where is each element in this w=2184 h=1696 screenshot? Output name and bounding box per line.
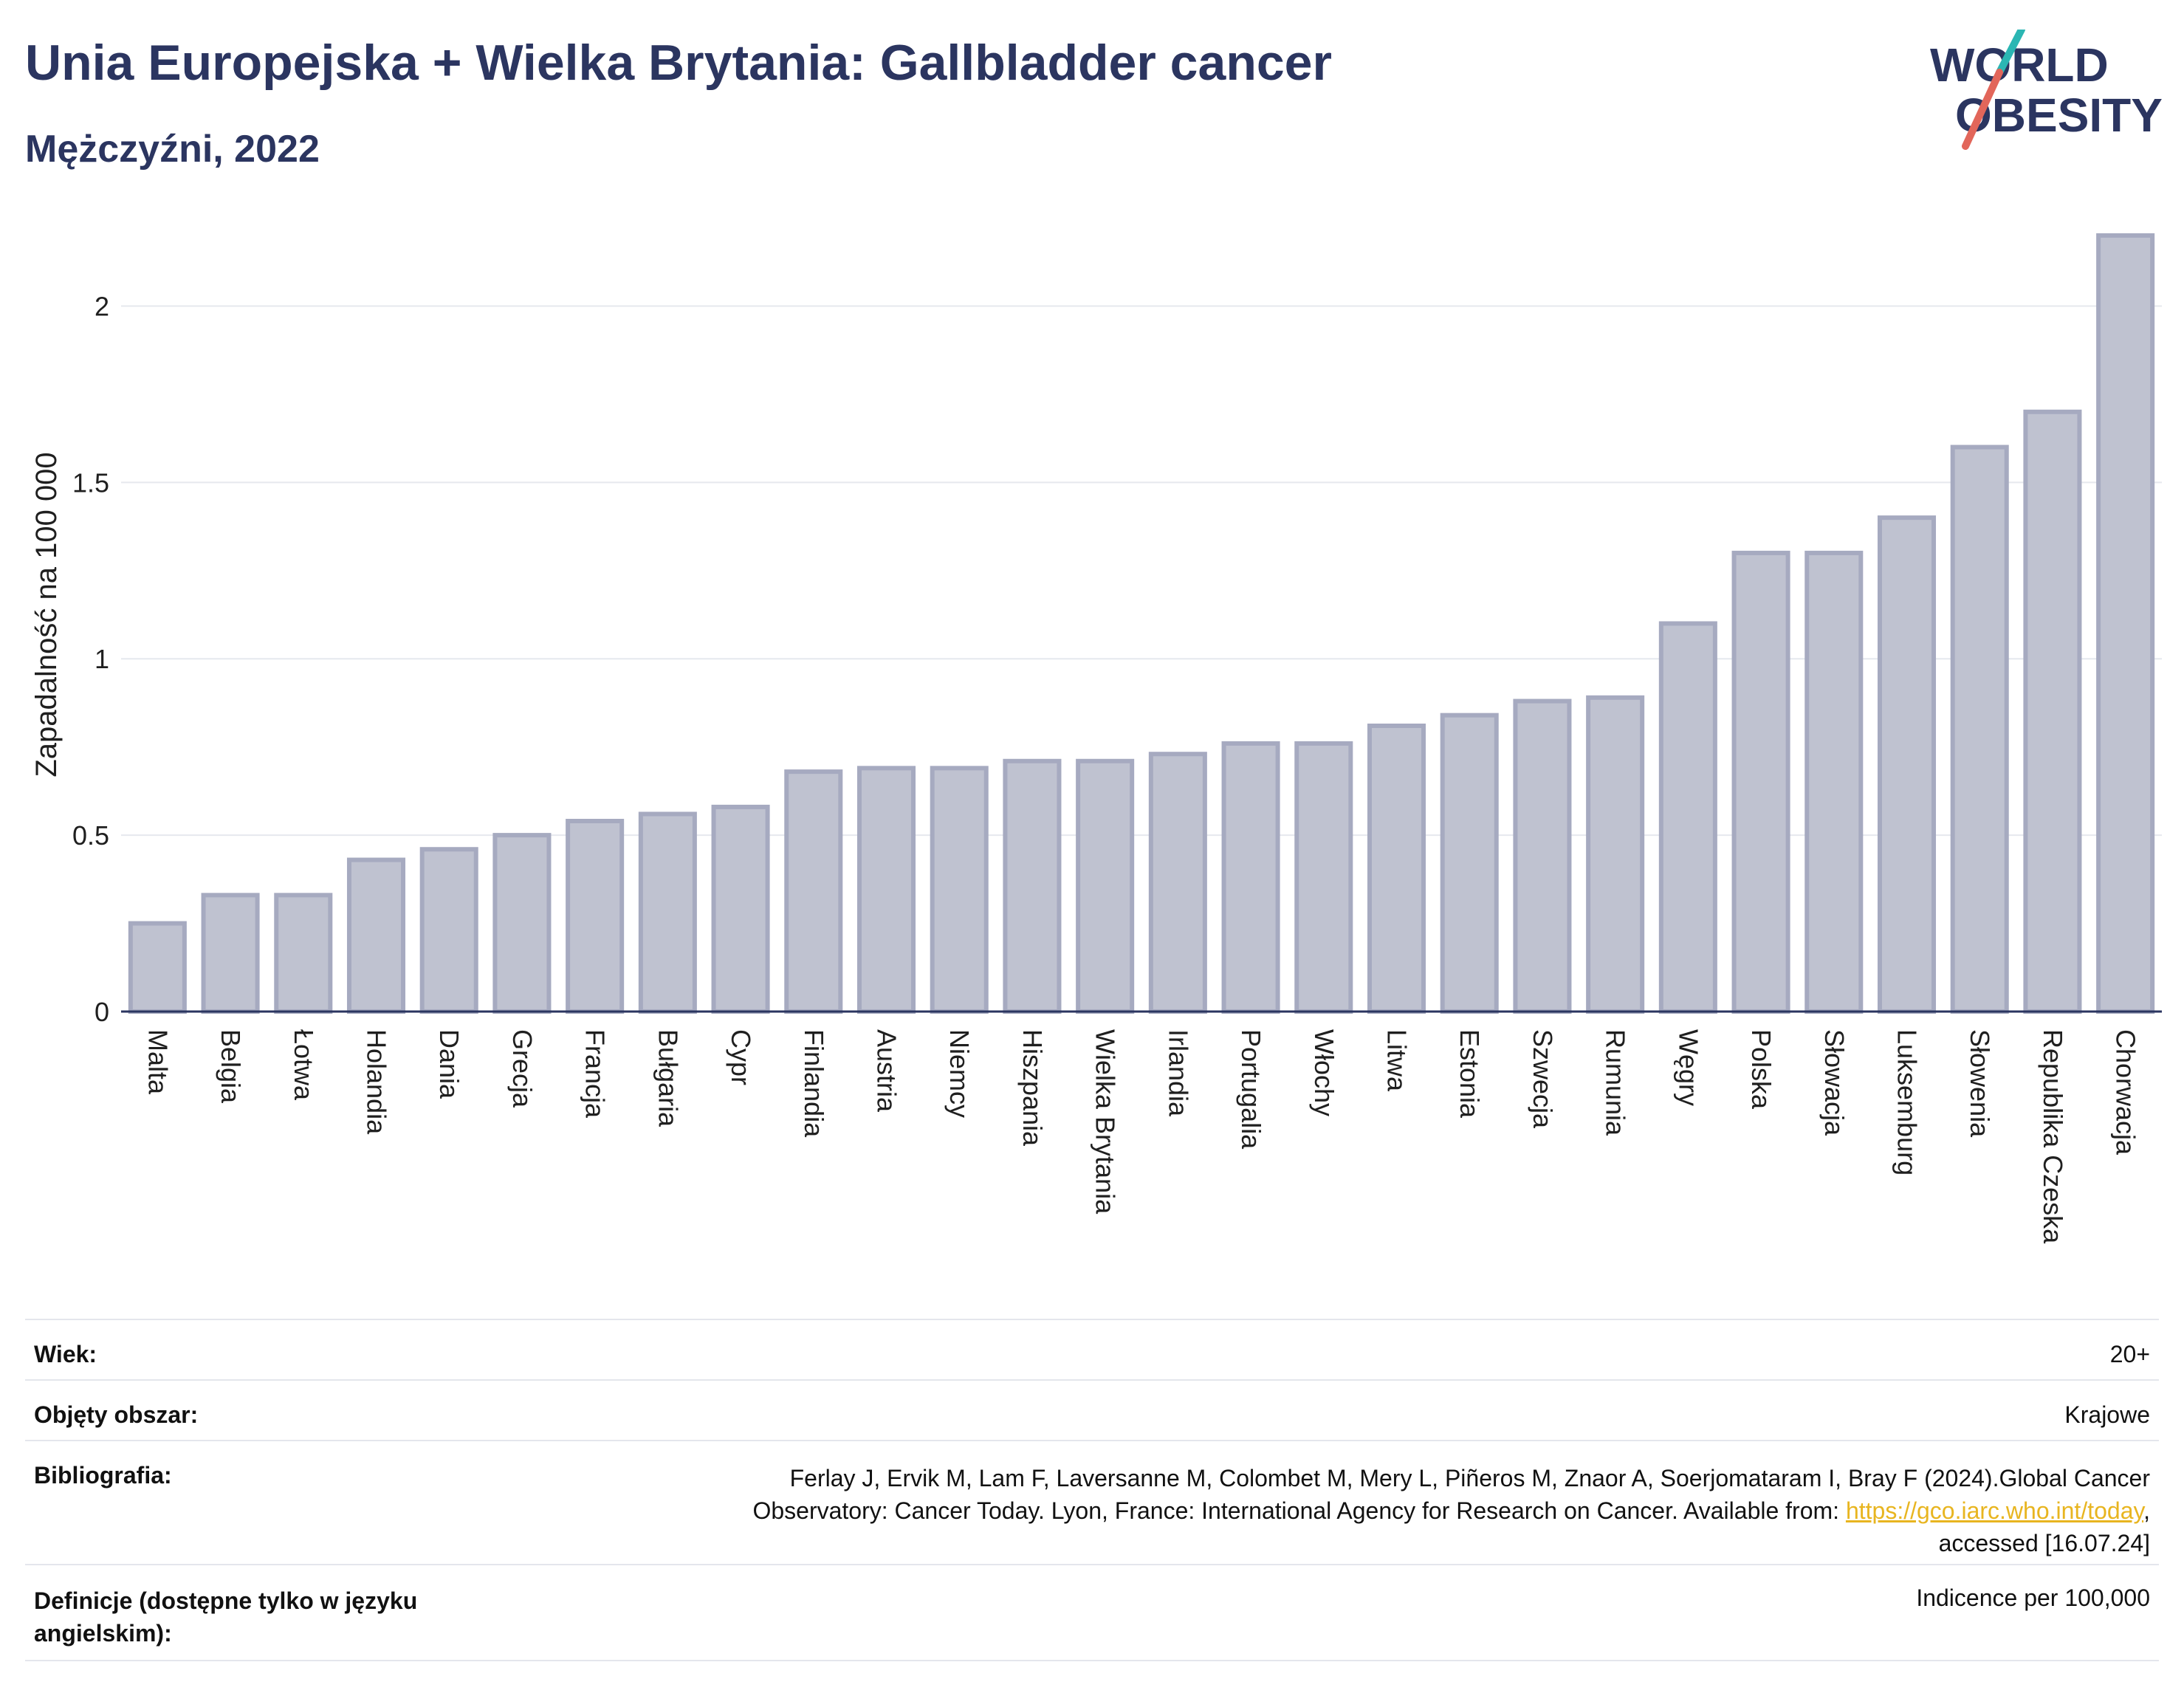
bar xyxy=(1586,695,1645,1014)
bar xyxy=(566,819,625,1014)
y-axis-label: Zapadalność na 100 000 xyxy=(30,452,63,777)
bar xyxy=(2023,409,2082,1014)
logo-slash-red xyxy=(1962,69,2003,150)
bar xyxy=(1148,752,1207,1014)
bar xyxy=(1294,741,1353,1014)
bar xyxy=(1076,758,1135,1014)
bib-line-2: Observatory: Cancer Today. Lyon, France:… xyxy=(752,1494,2150,1527)
bar-chart: 0 0.5 1 1.5 2 Malta Belgia Łotwa Holandia Dania G… xyxy=(30,233,2162,1244)
meta-value-coverage: Krajowe xyxy=(2064,1401,2150,1428)
x-tick-label: Republika Czeska xyxy=(2038,1029,2068,1244)
bar xyxy=(638,811,697,1014)
x-tick-label: Estonia xyxy=(1455,1029,1485,1119)
bar xyxy=(1658,621,1717,1014)
meta-value-definitions: Indicence per 100,000 xyxy=(1916,1585,2150,1611)
x-tick-label: Francja xyxy=(580,1029,611,1119)
meta-value-age: 20+ xyxy=(2109,1341,2150,1367)
bar xyxy=(1731,550,1790,1014)
bar xyxy=(1221,741,1280,1014)
meta-label-coverage: Objęty obszar: xyxy=(34,1401,199,1428)
x-tick-label: Wielka Brytania xyxy=(1091,1029,1121,1215)
bib-line-2-end: , xyxy=(2143,1497,2150,1524)
x-tick-label: Szwecja xyxy=(1528,1029,1558,1129)
bar xyxy=(419,847,478,1014)
bar xyxy=(274,893,333,1014)
chart-subtitle: Mężczyźni, 2022 xyxy=(25,128,320,171)
world-obesity-logo: WORLD OBESITY xyxy=(1930,30,2163,150)
meta-label-age: Wiek: xyxy=(34,1341,97,1367)
bar xyxy=(1440,713,1499,1014)
bar xyxy=(1950,444,2009,1014)
bar xyxy=(930,766,989,1014)
bar xyxy=(1804,550,1864,1014)
y-tick-label: 2 xyxy=(95,291,109,321)
meta-value-bibliography: Ferlay J, Ervik M, Lam F, Laversanne M, … xyxy=(752,1462,2150,1559)
x-tick-label: Portugalia xyxy=(1236,1029,1266,1150)
meta-row-bibliography: Bibliografia: Ferlay J, Ervik M, Lam F, … xyxy=(25,1440,2159,1565)
bar xyxy=(1877,515,1937,1014)
meta-label-definitions: Definicje (dostępne tylko w języku angie… xyxy=(34,1585,417,1649)
meta-label-bibliography: Bibliografia: xyxy=(34,1462,172,1489)
bar xyxy=(1367,724,1426,1014)
y-axis-ticks: 0 0.5 1 1.5 2 xyxy=(72,291,109,1027)
bib-line-3: accessed [16.07.24] xyxy=(1938,1530,2150,1556)
x-tick-label: Luksemburg xyxy=(1892,1029,1923,1175)
bib-line-1: Ferlay J, Ervik M, Lam F, Laversanne M, … xyxy=(789,1465,2150,1491)
x-tick-label: Bułgaria xyxy=(653,1029,683,1127)
y-tick-label: 0 xyxy=(95,997,109,1027)
x-tick-label: Grecja xyxy=(507,1029,538,1108)
x-tick-label: Węgry xyxy=(1673,1029,1703,1106)
y-tick-label: 1.5 xyxy=(72,467,109,498)
def-label-line-2: angielskim): xyxy=(34,1620,172,1647)
y-tick-label: 0.5 xyxy=(72,820,109,851)
x-axis-ticks: Malta Belgia Łotwa Holandia Dania Grecja Franc… xyxy=(142,1029,2140,1244)
x-tick-label: Łotwa xyxy=(289,1029,319,1101)
bar xyxy=(128,921,187,1014)
meta-row-coverage: Objęty obszar: Krajowe xyxy=(25,1379,2159,1441)
x-tick-label: Słowenia xyxy=(1965,1029,1995,1138)
bar xyxy=(492,833,552,1014)
x-tick-label: Włochy xyxy=(1309,1029,1339,1116)
bar xyxy=(1513,698,1572,1014)
x-tick-label: Belgia xyxy=(216,1029,246,1104)
bars xyxy=(128,233,2155,1014)
bar xyxy=(1003,758,1062,1014)
def-label-line-1: Definicje (dostępne tylko w języku xyxy=(34,1587,418,1614)
logo-slash-teal xyxy=(1996,30,2025,76)
bib-line-2-text: Observatory: Cancer Today. Lyon, France:… xyxy=(752,1497,1846,1524)
bar xyxy=(856,766,916,1014)
x-tick-label: Dania xyxy=(434,1029,464,1099)
bar xyxy=(784,769,843,1014)
x-tick-label: Cypr xyxy=(726,1029,756,1085)
x-tick-label: Niemcy xyxy=(944,1029,975,1118)
meta-row-definitions: Definicje (dostępne tylko w języku angie… xyxy=(25,1564,2159,1661)
logo-text-world: WORLD xyxy=(1930,38,2109,92)
x-tick-label: Malta xyxy=(142,1029,173,1095)
bar xyxy=(711,804,770,1014)
x-tick-label: Litwa xyxy=(1382,1029,1412,1092)
bib-link[interactable]: https://gco.iarc.who.int/today xyxy=(1845,1497,2144,1524)
x-tick-label: Polska xyxy=(1746,1029,1776,1110)
x-tick-label: Rumunia xyxy=(1601,1029,1631,1136)
chart-title: Unia Europejska + Wielka Brytania: Gallb… xyxy=(25,35,1332,91)
x-tick-label: Słowacja xyxy=(1819,1029,1850,1136)
x-tick-label: Finlandia xyxy=(799,1029,829,1138)
x-tick-label: Austria xyxy=(872,1029,902,1113)
x-tick-label: Chorwacja xyxy=(2111,1029,2141,1156)
x-tick-label: Hiszpania xyxy=(1017,1029,1048,1147)
bar xyxy=(2096,233,2155,1014)
bar xyxy=(346,857,406,1014)
meta-row-age: Wiek: 20+ xyxy=(25,1319,2159,1381)
x-tick-label: Irlandia xyxy=(1163,1029,1193,1117)
x-tick-label: Holandia xyxy=(362,1029,392,1135)
bar xyxy=(201,893,260,1014)
y-tick-label: 1 xyxy=(95,644,109,674)
